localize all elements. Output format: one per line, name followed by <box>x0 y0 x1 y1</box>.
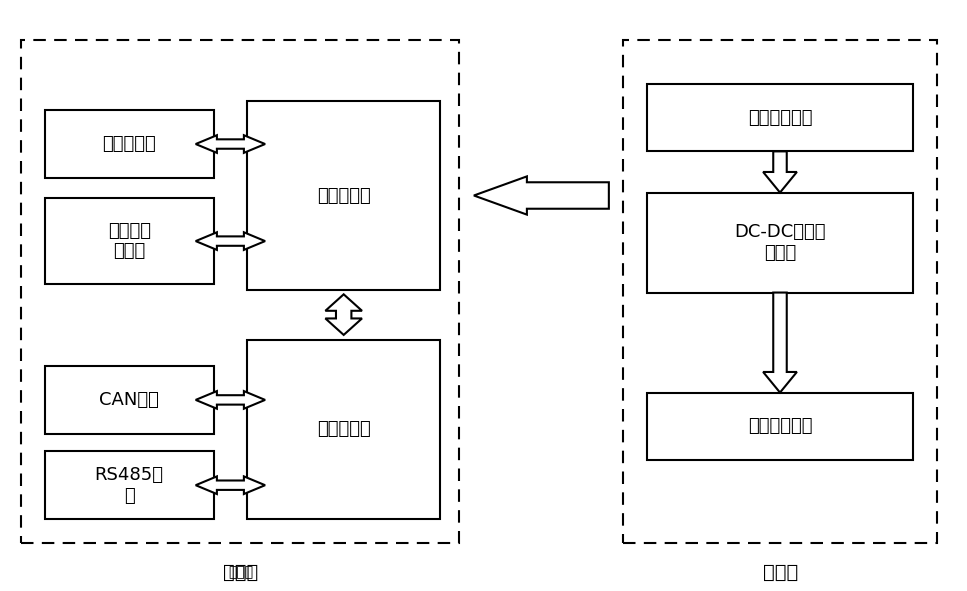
Bar <box>44 452 214 519</box>
Polygon shape <box>474 176 609 215</box>
Text: DC-DC电源变
换电路: DC-DC电源变 换电路 <box>734 223 826 262</box>
Bar <box>624 40 937 543</box>
Text: 以太网电路: 以太网电路 <box>103 135 156 153</box>
Text: 控制板: 控制板 <box>228 565 253 579</box>
Polygon shape <box>195 135 265 153</box>
Bar <box>44 199 214 284</box>
Text: 控制板: 控制板 <box>222 563 258 582</box>
Bar <box>44 366 214 434</box>
Bar <box>20 40 459 543</box>
Polygon shape <box>195 476 265 494</box>
Text: 逻辑处理器: 逻辑处理器 <box>317 187 370 204</box>
Text: 电源板: 电源板 <box>763 563 798 582</box>
Polygon shape <box>195 232 265 250</box>
Bar <box>44 110 214 178</box>
Bar <box>648 193 913 293</box>
Text: 外部存储
器接口: 外部存储 器接口 <box>107 222 151 261</box>
Bar <box>248 102 440 290</box>
Bar <box>248 340 440 519</box>
Polygon shape <box>763 151 797 193</box>
Polygon shape <box>763 293 797 392</box>
Text: 电源滤波电路: 电源滤波电路 <box>747 109 812 126</box>
Bar <box>648 392 913 460</box>
Text: CAN电路: CAN电路 <box>100 391 160 409</box>
Polygon shape <box>195 391 265 409</box>
Text: RS485电
路: RS485电 路 <box>95 466 163 505</box>
Polygon shape <box>325 294 362 335</box>
Text: 核心处理器: 核心处理器 <box>317 420 370 439</box>
Text: 接口电源电路: 接口电源电路 <box>747 417 812 436</box>
Bar <box>648 84 913 151</box>
